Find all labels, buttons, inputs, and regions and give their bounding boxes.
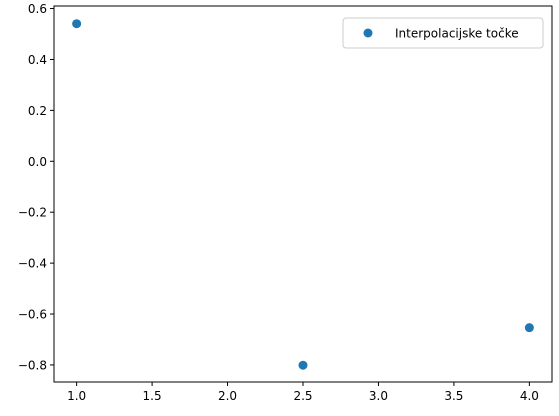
y-tick-label: 0.2 [28,104,47,118]
y-tick-label: −0.2 [18,206,47,220]
y-tick-label: 0.0 [28,155,47,169]
plot-frame [53,5,553,383]
plot-layer: 1.0 1.5 2.0 2.5 3.0 3.5 4.0 0.6 0.4 0.2 0.0 −0.2 −0.… [18,2,539,403]
y-tick-label: −0.6 [18,308,47,322]
y-tick-label: −0.8 [18,358,47,372]
x-tick-label: 2.0 [218,389,237,403]
x-tick-label: 2.5 [293,389,312,403]
y-tick-label: 0.4 [28,53,47,67]
data-point [72,19,82,29]
y-tick-label: −0.4 [18,257,47,271]
legend-label: Interpolacijske točke [395,27,519,41]
x-tick-label: 3.0 [369,389,388,403]
x-tick-label: 3.5 [444,389,463,403]
x-tick-label: 1.5 [143,389,162,403]
data-point [298,360,308,370]
legend-marker [363,28,373,38]
y-tick-label: 0.6 [28,2,47,16]
x-tick-label: 1.0 [67,389,86,403]
legend: Interpolacijske točke [342,17,544,49]
legend-box [342,17,544,49]
data-point [524,323,534,333]
x-tick-label: 4.0 [520,389,539,403]
